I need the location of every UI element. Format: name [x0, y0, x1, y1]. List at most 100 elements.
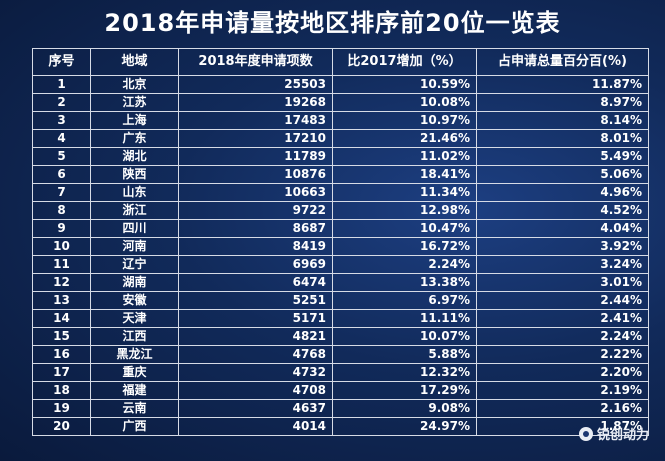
cell-applications: 5171	[178, 309, 333, 328]
cell-rank: 7	[32, 183, 91, 202]
cell-growth: 10.07%	[332, 327, 477, 346]
cell-rank: 1	[32, 75, 91, 94]
cell-growth: 5.88%	[332, 345, 477, 364]
cell-applications: 5251	[178, 291, 333, 310]
cell-region: 山东	[90, 183, 179, 202]
cell-applications: 4768	[178, 345, 333, 364]
cell-rank: 19	[32, 399, 91, 418]
cell-rank: 16	[32, 345, 91, 364]
cell-growth: 24.97%	[332, 417, 477, 436]
header-region: 地域	[90, 48, 179, 76]
cell-growth: 10.47%	[332, 219, 477, 238]
table-row: 11 辽宁 6969 2.24% 3.24%	[32, 255, 649, 274]
cell-region: 黑龙江	[90, 345, 179, 364]
cell-region: 江苏	[90, 93, 179, 112]
cell-share: 8.01%	[476, 129, 649, 148]
table-row: 9 四川 8687 10.47% 4.04%	[32, 219, 649, 238]
cell-share: 4.04%	[476, 219, 649, 238]
cell-region: 福建	[90, 381, 179, 400]
table-row: 10 河南 8419 16.72% 3.92%	[32, 237, 649, 256]
cell-share: 3.01%	[476, 273, 649, 292]
cell-rank: 10	[32, 237, 91, 256]
table-row: 5 湖北 11789 11.02% 5.49%	[32, 147, 649, 166]
cell-rank: 11	[32, 255, 91, 274]
cell-region: 重庆	[90, 363, 179, 382]
cell-share: 11.87%	[476, 75, 649, 94]
cell-growth: 11.34%	[332, 183, 477, 202]
cell-applications: 4708	[178, 381, 333, 400]
cell-region: 北京	[90, 75, 179, 94]
cell-share: 1.87%	[476, 417, 649, 436]
cell-region: 河南	[90, 237, 179, 256]
cell-applications: 4637	[178, 399, 333, 418]
cell-growth: 10.59%	[332, 75, 477, 94]
cell-growth: 11.02%	[332, 147, 477, 166]
cell-share: 3.24%	[476, 255, 649, 274]
cell-rank: 13	[32, 291, 91, 310]
cell-share: 4.96%	[476, 183, 649, 202]
cell-rank: 14	[32, 309, 91, 328]
cell-region: 湖南	[90, 273, 179, 292]
table-row: 20 广西 4014 24.97% 1.87%	[32, 417, 649, 436]
cell-applications: 17483	[178, 111, 333, 130]
table-header-row: 序号 地域 2018年度申请项数 比2017增加（%） 占申请总量百分百(%)	[32, 48, 649, 76]
cell-share: 2.20%	[476, 363, 649, 382]
cell-share: 5.06%	[476, 165, 649, 184]
table-row: 8 浙江 9722 12.98% 4.52%	[32, 201, 649, 220]
table-row: 17 重庆 4732 12.32% 2.20%	[32, 363, 649, 382]
cell-region: 上海	[90, 111, 179, 130]
table-row: 12 湖南 6474 13.38% 3.01%	[32, 273, 649, 292]
cell-share: 2.22%	[476, 345, 649, 364]
cell-region: 江西	[90, 327, 179, 346]
cell-share: 2.19%	[476, 381, 649, 400]
cell-region: 陕西	[90, 165, 179, 184]
cell-rank: 8	[32, 201, 91, 220]
cell-growth: 6.97%	[332, 291, 477, 310]
cell-share: 8.14%	[476, 111, 649, 130]
cell-rank: 6	[32, 165, 91, 184]
cell-region: 辽宁	[90, 255, 179, 274]
header-rank: 序号	[32, 48, 91, 76]
cell-share: 2.44%	[476, 291, 649, 310]
cell-growth: 12.32%	[332, 363, 477, 382]
cell-region: 四川	[90, 219, 179, 238]
table-row: 2 江苏 19268 10.08% 8.97%	[32, 93, 649, 112]
watermark: 锐创动力	[578, 424, 649, 443]
cell-applications: 11789	[178, 147, 333, 166]
cell-applications: 4732	[178, 363, 333, 382]
watermark-text: 锐创动力	[596, 428, 649, 443]
ranking-table: 序号 地域 2018年度申请项数 比2017增加（%） 占申请总量百分百(%) …	[32, 48, 649, 436]
cell-region: 安徽	[90, 291, 179, 310]
cell-region: 浙江	[90, 201, 179, 220]
cell-applications: 4014	[178, 417, 333, 436]
cell-applications: 19268	[178, 93, 333, 112]
cell-share: 8.97%	[476, 93, 649, 112]
cell-rank: 20	[32, 417, 91, 436]
cell-region: 云南	[90, 399, 179, 418]
cell-applications: 9722	[178, 201, 333, 220]
cell-growth: 12.98%	[332, 201, 477, 220]
cell-growth: 17.29%	[332, 381, 477, 400]
cell-growth: 13.38%	[332, 273, 477, 292]
cell-share: 5.49%	[476, 147, 649, 166]
cell-growth: 10.97%	[332, 111, 477, 130]
cell-rank: 9	[32, 219, 91, 238]
cell-applications: 10663	[178, 183, 333, 202]
table-row: 4 广东 17210 21.46% 8.01%	[32, 129, 649, 148]
cell-region: 湖北	[90, 147, 179, 166]
cell-growth: 10.08%	[332, 93, 477, 112]
table-row: 13 安徽 5251 6.97% 2.44%	[32, 291, 649, 310]
header-growth: 比2017增加（%）	[332, 48, 477, 76]
cell-share: 4.52%	[476, 201, 649, 220]
cell-region: 天津	[90, 309, 179, 328]
chat-bubble-icon	[578, 426, 593, 441]
cell-rank: 15	[32, 327, 91, 346]
cell-growth: 2.24%	[332, 255, 477, 274]
cell-share: 2.16%	[476, 399, 649, 418]
header-share: 占申请总量百分百(%)	[476, 48, 649, 76]
cell-rank: 5	[32, 147, 91, 166]
table-row: 7 山东 10663 11.34% 4.96%	[32, 183, 649, 202]
cell-applications: 6474	[178, 273, 333, 292]
cell-share: 2.24%	[476, 327, 649, 346]
table-row: 1 北京 25503 10.59% 11.87%	[32, 75, 649, 94]
